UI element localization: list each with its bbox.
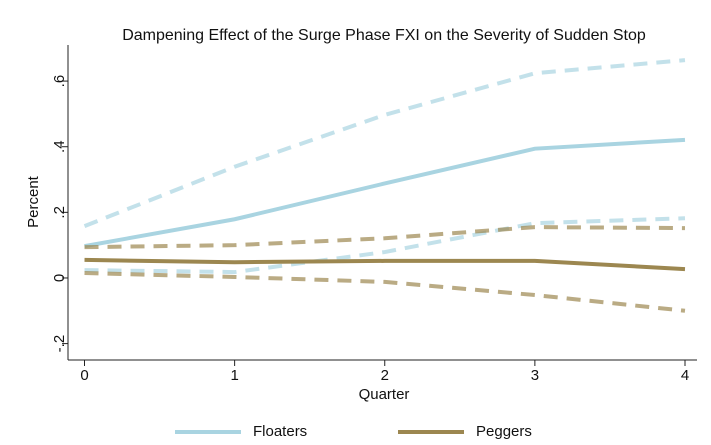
x-tick-label: 3 [531, 367, 539, 384]
chart-title: Dampening Effect of the Surge Phase FXI … [122, 27, 646, 44]
y-tick-label: -.2 [51, 335, 68, 353]
y-tick-label: .6 [51, 75, 68, 88]
legend-label: Peggers [476, 423, 532, 440]
series-line [84, 257, 686, 272]
y-tick-label: 0 [51, 274, 68, 282]
x-tick-label: 4 [681, 367, 689, 384]
series-line [84, 137, 686, 249]
x-tick-label: 0 [80, 367, 88, 384]
upper-band [84, 225, 686, 250]
lower-band [84, 216, 686, 275]
y-tick-label: .2 [51, 206, 68, 219]
y-axis-label: Percent [25, 175, 42, 228]
legend-label: Floaters [253, 423, 307, 440]
x-tick-label: 1 [230, 367, 238, 384]
lower-band [84, 271, 686, 313]
y-tick-label: .4 [51, 140, 68, 153]
x-tick-label: 2 [381, 367, 389, 384]
x-axis-label: Quarter [359, 386, 410, 403]
